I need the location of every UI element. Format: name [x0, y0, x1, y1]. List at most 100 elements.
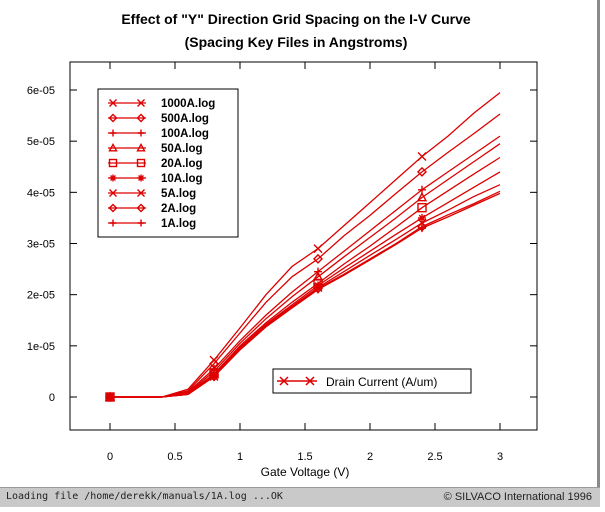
marker-plus-icon — [137, 129, 145, 137]
marker-plus-icon — [137, 219, 145, 227]
chart-title: Effect of "Y" Direction Grid Spacing on … — [121, 11, 471, 27]
legend-marker — [137, 174, 145, 182]
iv-curve-chart: Effect of "Y" Direction Grid Spacing on … — [27, 11, 538, 479]
drain-current-key-marker-icon — [279, 376, 315, 386]
legend-box — [97, 88, 239, 238]
data-point — [313, 244, 323, 254]
legend-marker — [136, 158, 146, 168]
series-line — [110, 184, 501, 398]
y-tick-label: 0 — [49, 392, 55, 404]
x-tick-label: 3 — [497, 451, 503, 463]
plot-frame — [69, 61, 538, 431]
legend-entry: 2A.log — [108, 203, 196, 215]
marker-x-icon — [109, 189, 117, 197]
x-tick-label: 0 — [107, 451, 113, 463]
marker-diamond-icon — [108, 203, 118, 213]
marker-diamond-icon — [108, 113, 118, 123]
legend-marker — [108, 158, 118, 168]
marker-x-icon — [137, 189, 145, 197]
marker-diamond-icon — [313, 253, 323, 264]
legend-entry: 50A.log — [108, 143, 203, 155]
x-tick-label: 1.5 — [297, 451, 312, 463]
marker-triangle-icon — [416, 192, 428, 202]
legend-entry: 1000A.log — [108, 98, 215, 110]
marker-asterisk-icon — [109, 174, 117, 182]
marker-x-icon — [109, 99, 117, 107]
x-axis-label: Gate Voltage (V) — [261, 465, 350, 479]
legend-label: 2A.log — [161, 203, 196, 215]
legend-entry: 100A.log — [108, 128, 209, 140]
y-tick-label: 2e-05 — [27, 290, 55, 302]
legend-marker — [108, 203, 118, 213]
marker-diamond-icon — [136, 113, 146, 123]
legend-entry: 20A.log — [108, 158, 203, 170]
y-tick-label: 3e-05 — [27, 239, 55, 251]
legend-entry: 500A.log — [108, 113, 209, 125]
legend-marker — [108, 113, 118, 123]
marker-triangle-icon — [108, 143, 118, 152]
marker-plus-icon — [314, 285, 322, 294]
x-tick-label: 1 — [237, 451, 243, 463]
marker-triangle-icon — [136, 143, 146, 152]
marker-x-icon — [417, 152, 427, 162]
copyright-notice: © SILVACO International 1996 — [443, 491, 592, 503]
data-point — [417, 202, 427, 213]
series-line — [110, 113, 501, 398]
series-line — [110, 143, 501, 398]
legend-marker — [136, 113, 146, 123]
legend-entry: 10A.log — [108, 173, 203, 185]
legend-marker — [109, 99, 117, 107]
data-point — [314, 285, 322, 294]
axis-ticks: 0 0.5 1 1.5 2 2.5 3 0 1e-05 2e-05 3e-05 4e-05 5e-05 6… — [27, 62, 537, 463]
data-point — [417, 166, 427, 177]
legend-label: 20A.log — [161, 158, 203, 170]
legend-marker — [109, 189, 117, 197]
marker-diamond-icon — [136, 203, 146, 213]
marker-x-icon — [313, 244, 323, 254]
legend-label: 1A.log — [161, 218, 196, 230]
legend-marker — [137, 189, 145, 197]
legend-marker — [109, 174, 117, 182]
drain-current-key: Drain Current (A/um) — [272, 368, 472, 394]
legend-label: 100A.log — [161, 128, 209, 140]
legend-marker — [136, 203, 146, 213]
status-message: Loading file /home/derekk/manuals/1A.log… — [6, 491, 283, 502]
legend-label: 1000A.log — [161, 98, 215, 110]
status-bar: Loading file /home/derekk/manuals/1A.log… — [0, 487, 600, 507]
series-1A-log — [106, 192, 501, 401]
y-tick-label: 1e-05 — [27, 341, 55, 353]
y-tick-label: 5e-05 — [27, 136, 55, 148]
x-tick-label: 2.5 — [427, 451, 442, 463]
data-point — [418, 224, 426, 233]
legend-label: 50A.log — [161, 143, 203, 155]
legend-entry: 1A.log — [108, 218, 196, 230]
marker-asterisk-icon — [137, 174, 145, 182]
series-group — [104, 92, 501, 402]
legend-marker — [136, 143, 146, 152]
drain-current-key-label: Drain Current (A/um) — [326, 375, 437, 389]
legend-label: 500A.log — [161, 113, 209, 125]
legend-marker — [137, 99, 145, 107]
data-point — [210, 372, 218, 381]
data-point — [313, 253, 323, 264]
chart-subtitle: (Spacing Key Files in Angstroms) — [185, 34, 408, 50]
legend-marker — [109, 129, 117, 137]
marker-square-icon — [136, 158, 146, 168]
legend-marker — [109, 219, 117, 227]
marker-plus-icon — [109, 219, 117, 227]
legend: 1000A.log 500A.log 100A.log 50A.log 20A.log 1… — [97, 88, 239, 238]
marker-plus-icon — [210, 372, 218, 381]
data-point — [418, 213, 426, 222]
legend-label: 5A.log — [161, 188, 196, 200]
marker-diamond-icon — [417, 166, 427, 177]
legend-marker — [137, 219, 145, 227]
y-tick-label: 4e-05 — [27, 187, 55, 199]
y-tick-label: 6e-05 — [27, 85, 55, 97]
legend-label: 10A.log — [161, 173, 203, 185]
x-tick-label: 0.5 — [167, 451, 182, 463]
data-point — [106, 393, 114, 401]
marker-plus-icon — [418, 224, 426, 233]
marker-x-icon — [137, 99, 145, 107]
marker-square-icon — [417, 202, 427, 213]
